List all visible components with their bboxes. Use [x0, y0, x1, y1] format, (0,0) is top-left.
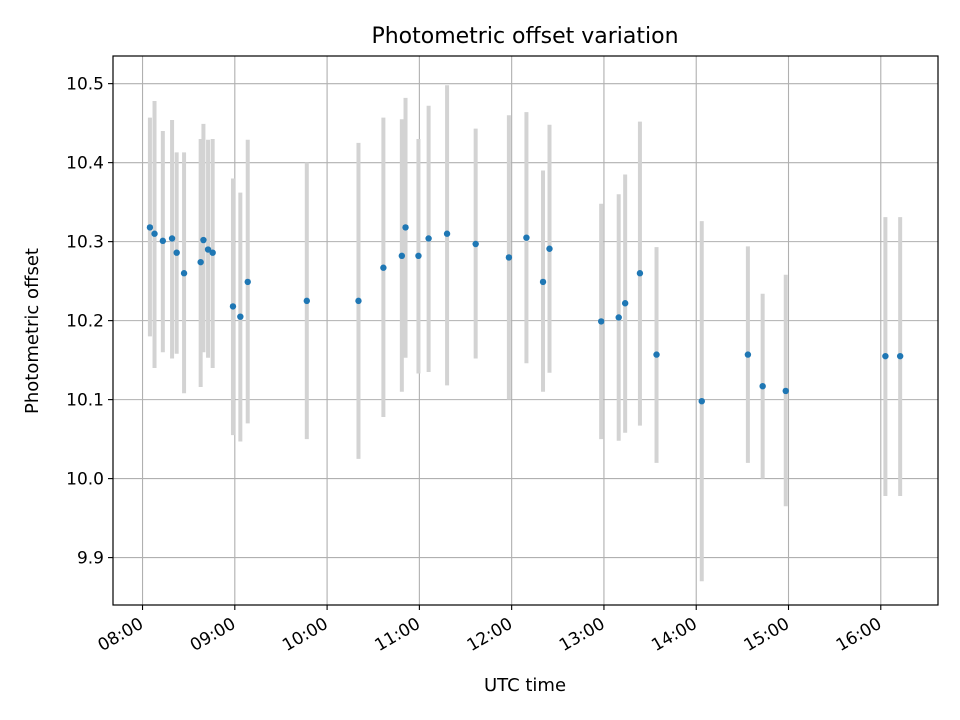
data-point — [303, 297, 310, 305]
data-point — [200, 236, 207, 244]
data-point — [621, 300, 629, 307]
y-axis-ticks: 9.9 10.0 10.1 10.2 10.3 10.4 10.5 — [66, 75, 113, 569]
data-point — [173, 249, 180, 256]
y-tick-label: 10.4 — [66, 154, 104, 174]
data-point — [209, 249, 216, 256]
data-point — [653, 351, 660, 358]
data-point — [244, 278, 251, 286]
data-point — [151, 230, 158, 237]
data-point — [636, 270, 644, 277]
x-axis-label: UTC time — [484, 675, 566, 696]
data-point — [896, 352, 904, 360]
data-point — [159, 237, 167, 245]
data-point — [759, 382, 766, 390]
data-point — [398, 252, 406, 260]
data-point — [197, 258, 204, 266]
data-point — [744, 351, 752, 358]
data-point — [168, 235, 176, 242]
data-point — [204, 246, 212, 253]
data-point — [402, 224, 409, 231]
data-point — [546, 245, 553, 252]
data-point — [229, 303, 237, 310]
data-point — [180, 270, 188, 277]
data-points — [146, 224, 904, 405]
data-point — [505, 254, 513, 261]
data-point — [472, 240, 479, 248]
chart-title: Photometric offset variation — [371, 24, 678, 49]
data-point — [146, 224, 154, 231]
y-tick-label: 10.0 — [66, 470, 104, 490]
data-point — [415, 252, 422, 260]
data-point — [380, 264, 387, 271]
data-point — [615, 314, 622, 321]
data-point — [539, 278, 547, 286]
data-point — [237, 313, 244, 320]
data-point — [523, 234, 530, 241]
y-tick-label: 9.9 — [77, 549, 104, 569]
y-tick-label: 10.1 — [66, 391, 104, 411]
y-axis-label: Photometric offset — [22, 248, 43, 414]
data-point — [443, 230, 451, 237]
data-point — [597, 318, 605, 325]
data-point — [882, 352, 889, 360]
data-point — [782, 387, 789, 395]
y-tick-label: 10.3 — [66, 233, 104, 253]
y-tick-label: 10.5 — [66, 75, 104, 95]
data-point — [698, 397, 705, 405]
data-point — [425, 235, 432, 242]
y-tick-label: 10.2 — [66, 312, 104, 332]
plot-area-frame — [112, 55, 939, 606]
data-point — [355, 297, 362, 305]
